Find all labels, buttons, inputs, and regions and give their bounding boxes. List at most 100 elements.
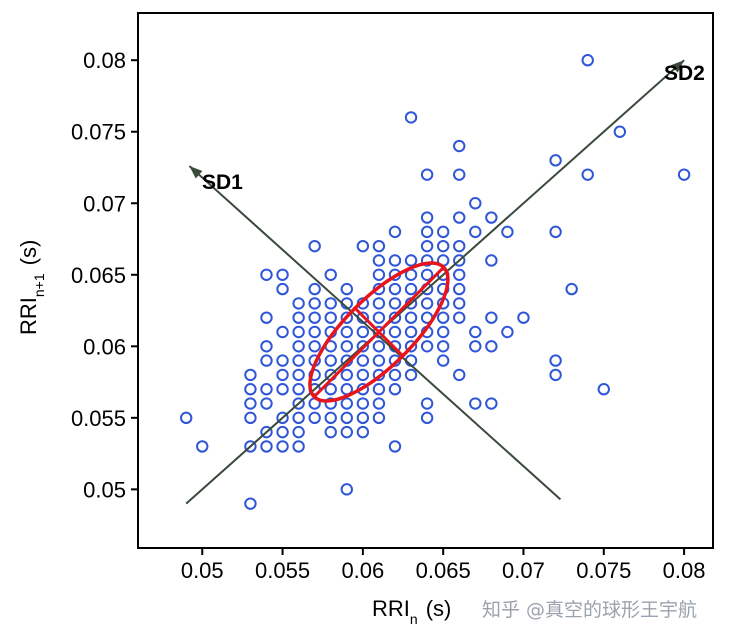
data-point [356, 340, 370, 353]
data-point [356, 368, 370, 382]
data-point [308, 297, 321, 310]
data-point [308, 411, 321, 425]
data-point [420, 297, 434, 310]
data-point [485, 397, 498, 410]
data-point [485, 254, 498, 267]
data-point [308, 340, 321, 353]
x-axis-label-main: RRI [372, 596, 410, 621]
data-point [485, 340, 498, 353]
data-point [244, 497, 257, 510]
y-tick-label: 0.065 [71, 263, 126, 288]
data-point [372, 254, 386, 267]
data-point [260, 268, 273, 281]
x-axis-label: RRIn (s) [372, 596, 451, 627]
data-point [436, 325, 450, 339]
data-point [292, 368, 305, 382]
data-point [453, 254, 466, 267]
data-point [324, 397, 337, 410]
x-tick-label: 0.055 [255, 558, 310, 583]
data-point [292, 440, 305, 453]
data-point [276, 425, 289, 439]
data-point [581, 168, 594, 181]
data-point [549, 154, 562, 167]
sd-axes [185, 59, 685, 505]
data-point [420, 168, 434, 181]
data-point [453, 311, 466, 324]
data-point [453, 268, 466, 281]
data-point [356, 354, 370, 367]
data-point [340, 368, 353, 382]
data-point [469, 340, 482, 353]
data-point [404, 282, 418, 296]
x-tick-label: 0.06 [341, 558, 384, 583]
data-point [372, 297, 386, 310]
data-point [549, 368, 562, 382]
data-point [324, 311, 337, 324]
data-point [356, 239, 370, 253]
y-tick-label: 0.055 [71, 406, 126, 431]
data-point [260, 311, 273, 324]
data-point [179, 411, 193, 425]
data-point [565, 282, 578, 296]
data-point [292, 340, 305, 353]
sd1-label: SD1 [202, 171, 243, 194]
data-point [292, 325, 305, 339]
data-point [436, 239, 450, 253]
data-point [292, 397, 305, 410]
data-point [276, 383, 289, 396]
sd2-axis-line [185, 59, 685, 505]
data-point [501, 225, 514, 239]
data-point [453, 168, 466, 181]
data-point [436, 354, 450, 367]
data-point [453, 139, 466, 153]
data-point [420, 268, 434, 281]
data-point [404, 311, 418, 324]
data-point [260, 397, 273, 410]
x-tick-label: 0.07 [502, 558, 545, 583]
data-point [340, 483, 353, 496]
data-point [324, 268, 337, 281]
data-point [340, 325, 353, 339]
y-axis-label-main: RRI [16, 297, 41, 335]
data-point [308, 311, 321, 324]
data-point [276, 411, 289, 425]
x-axis-label-sub: n [410, 611, 418, 627]
data-point [292, 311, 305, 324]
data-point [260, 440, 273, 453]
data-point [244, 368, 257, 382]
sd2-axis-arrowhead [671, 60, 685, 73]
data-point [388, 254, 402, 267]
data-point [404, 254, 418, 267]
data-point [485, 211, 498, 224]
y-tick-label: 0.05 [83, 477, 126, 502]
data-point [420, 397, 434, 410]
data-point [340, 282, 353, 296]
data-point [244, 440, 257, 453]
data-point [453, 239, 466, 253]
plot-frame [137, 12, 714, 549]
data-point [372, 354, 386, 367]
data-point [276, 268, 289, 281]
data-point [597, 383, 610, 396]
data-point [469, 325, 482, 339]
data-point [436, 340, 450, 353]
data-point [420, 225, 434, 239]
data-point [324, 354, 337, 367]
data-point [420, 211, 434, 224]
data-point [388, 282, 402, 296]
y-axis-label-unit: (s) [16, 240, 41, 266]
data-point [372, 268, 386, 281]
x-tick-label: 0.065 [416, 558, 471, 583]
data-point [324, 425, 337, 439]
data-point [244, 397, 257, 410]
data-point [420, 239, 434, 253]
data-point [244, 383, 257, 396]
y-tick-label: 0.07 [83, 191, 126, 216]
sd2-label: SD2 [664, 62, 705, 85]
y-tick-label: 0.06 [83, 334, 126, 359]
data-point [677, 168, 691, 181]
data-point [260, 425, 273, 439]
data-point [388, 311, 402, 324]
data-point [469, 197, 482, 210]
data-point [372, 340, 386, 353]
